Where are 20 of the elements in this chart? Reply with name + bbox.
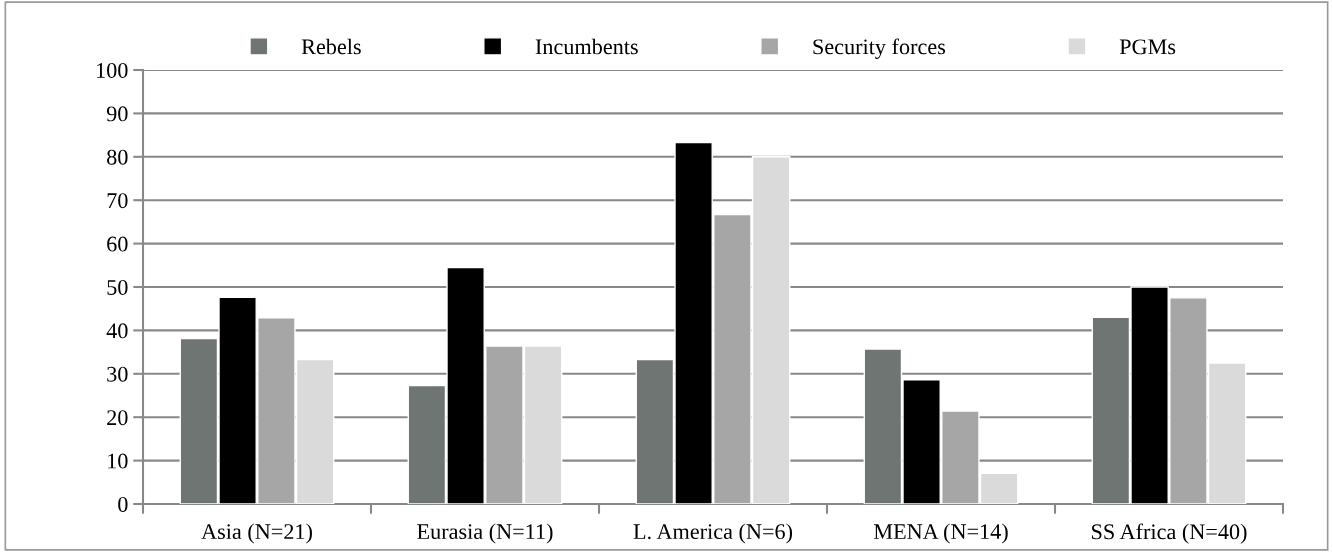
x-tick-label: L. America (N=6) bbox=[633, 523, 793, 544]
x-tick-label: Asia (N=21) bbox=[201, 523, 312, 544]
legend-label: Security forces bbox=[813, 38, 946, 59]
legend-label: Incumbents bbox=[535, 38, 638, 55]
y-tick-label: 50 bbox=[107, 279, 128, 295]
x-tick-label: Eurasia (N=11) bbox=[417, 523, 553, 544]
y-tick-label: 70 bbox=[107, 193, 128, 209]
x-tick-label: SS Africa (N=40) bbox=[1092, 523, 1247, 544]
y-tick-label: 60 bbox=[107, 236, 128, 252]
x-tick-label: MENA (N=14) bbox=[873, 523, 1008, 544]
legend-label: PGMs bbox=[1119, 39, 1176, 55]
y-tick-label: 20 bbox=[107, 410, 128, 426]
y-tick-label: 80 bbox=[107, 149, 128, 165]
y-tick-label: 90 bbox=[106, 106, 128, 122]
y-tick-label: 100 bbox=[97, 62, 128, 78]
y-tick-label: 40 bbox=[106, 323, 128, 339]
legend-label: Rebels bbox=[301, 38, 361, 55]
y-tick-label: 30 bbox=[107, 366, 128, 382]
y-tick-label: 10 bbox=[108, 453, 128, 469]
y-tick-label: 0 bbox=[118, 496, 128, 512]
